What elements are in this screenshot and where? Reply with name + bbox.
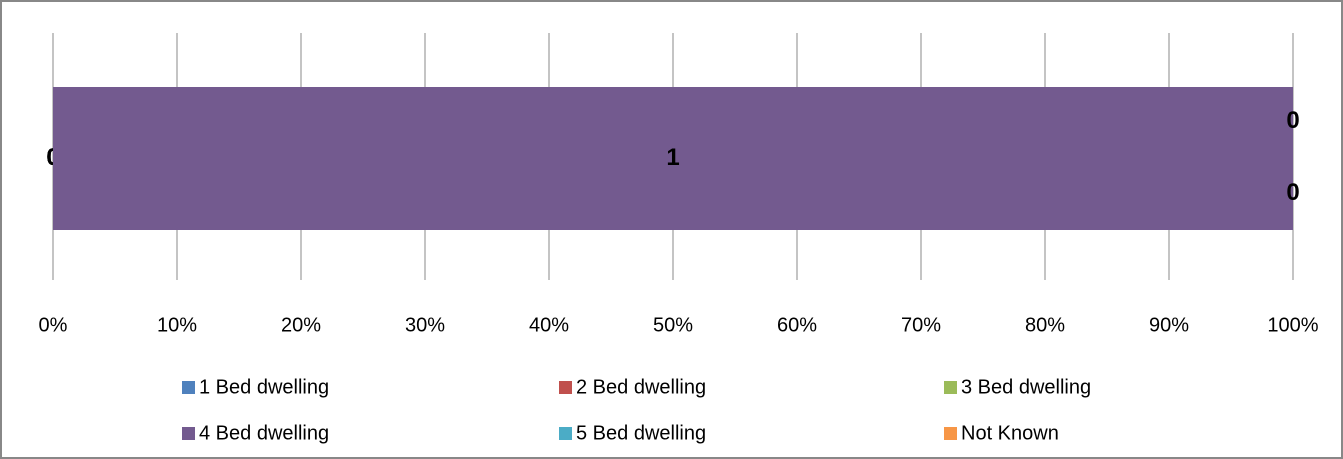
x-tick-label: 0% (39, 314, 68, 336)
legend-swatch (182, 427, 195, 440)
data-label: 0 (1286, 179, 1299, 206)
data-label: 0 (1286, 107, 1299, 134)
legend-label: 2 Bed dwelling (576, 376, 706, 398)
legend-label: 4 Bed dwelling (199, 422, 329, 444)
x-tick-label: 10% (157, 314, 197, 336)
x-tick-label: 80% (1025, 314, 1065, 336)
x-tick-label: 70% (901, 314, 941, 336)
bar-segment (53, 87, 1293, 230)
x-tick-label: 30% (405, 314, 445, 336)
data-label: 1 (666, 144, 679, 171)
legend-swatch (182, 381, 195, 394)
legend-label: 5 Bed dwelling (576, 422, 706, 444)
legend-swatch (944, 427, 957, 440)
legend-swatch (559, 427, 572, 440)
x-tick-label: 50% (653, 314, 693, 336)
legend-label: 1 Bed dwelling (199, 376, 329, 398)
legend-label: 3 Bed dwelling (961, 376, 1091, 398)
x-tick-label: 100% (1267, 314, 1318, 336)
x-tick-label: 90% (1149, 314, 1189, 336)
legend-swatch (944, 381, 957, 394)
legend-swatch (559, 381, 572, 394)
x-tick-label: 60% (777, 314, 817, 336)
x-tick-label: 40% (529, 314, 569, 336)
legend-label: Not Known (961, 422, 1059, 444)
x-tick-label: 20% (281, 314, 321, 336)
